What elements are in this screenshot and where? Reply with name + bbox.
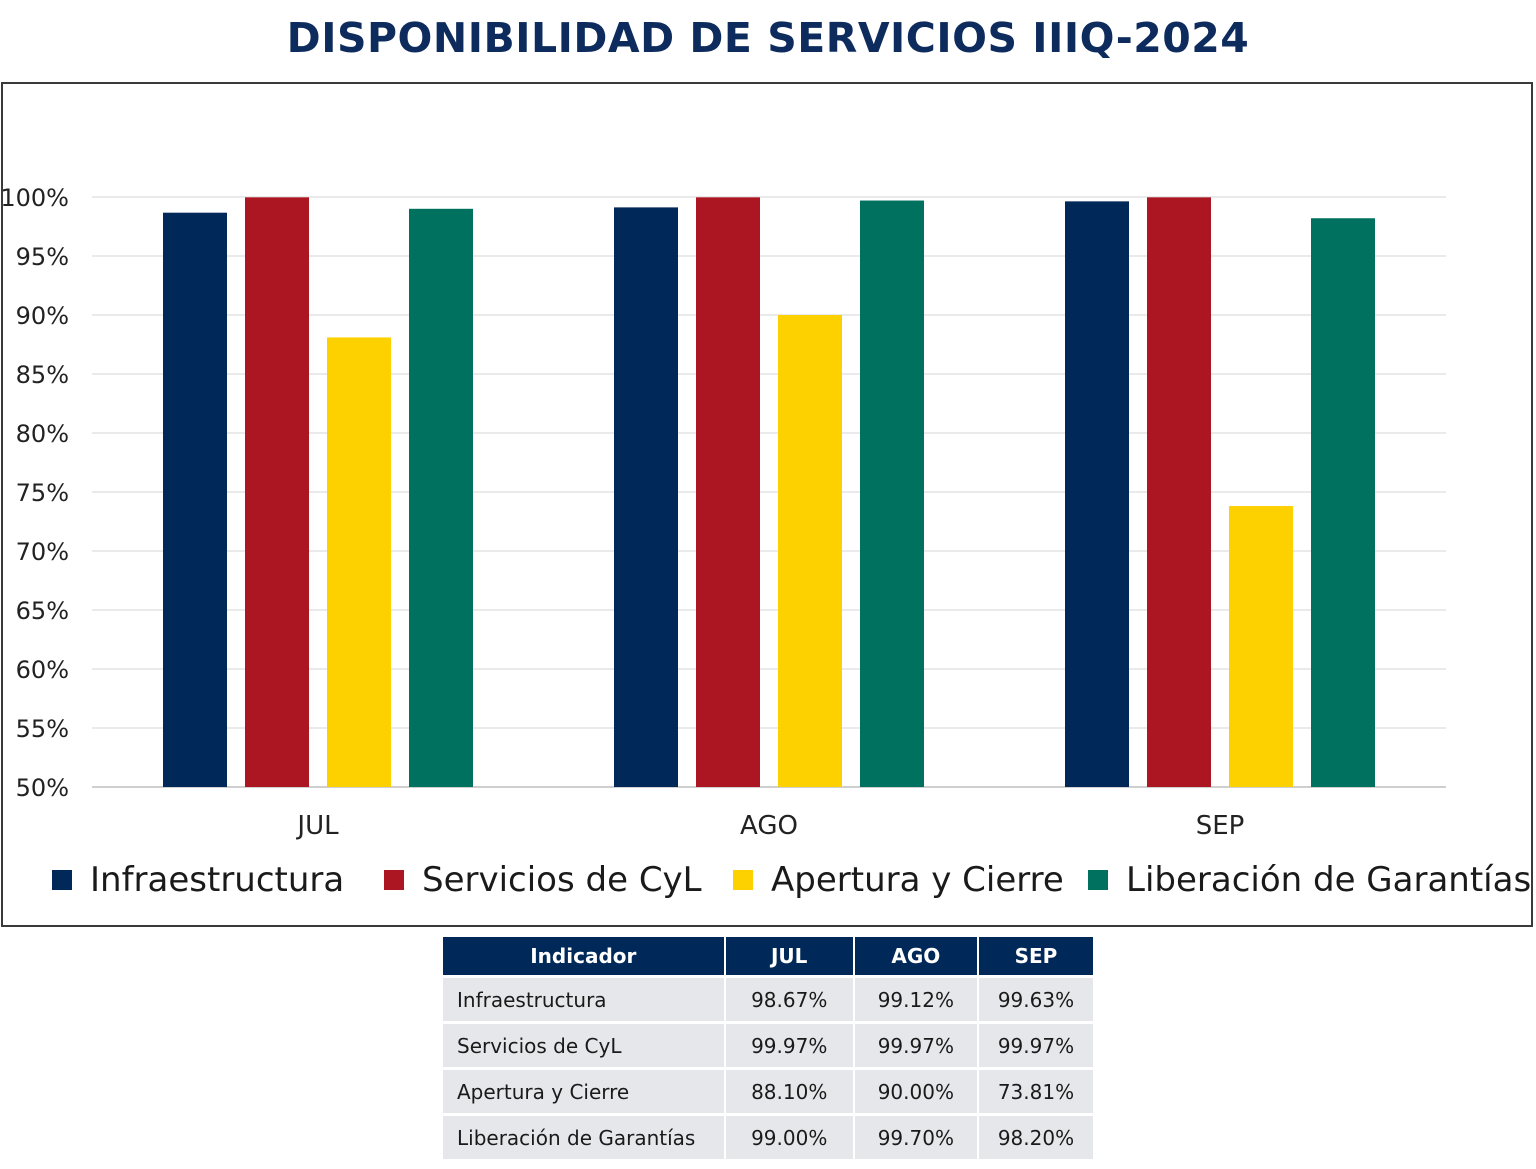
legend-swatch [384,870,404,890]
legend-swatch [1088,870,1108,890]
table-header-cell: AGO [854,937,977,975]
bar-sep-3 [1311,218,1375,788]
table-header-cell: SEP [978,937,1093,975]
legend-label: Infraestructura [90,860,345,900]
table-header-cell: JUL [725,937,853,975]
legend-item-infraestructura: Infraestructura [52,850,344,910]
bar-sep-1 [1147,197,1211,787]
legend-label: Liberación de Garantías [1126,860,1532,900]
y-tick-label: 75% [16,479,69,507]
y-tick-label: 55% [16,715,69,743]
table-cell: 73.81% [978,1070,1093,1113]
table-cell: Infraestructura [443,978,724,1021]
table-cell: Liberación de Garantías [443,1116,724,1159]
y-tick-label: 85% [16,361,69,389]
table-header-row: Indicador JUL AGO SEP [443,937,1093,975]
table-cell: Servicios de CyL [443,1024,724,1067]
table-cell: 99.70% [854,1116,977,1159]
x-tick-label: SEP [1196,811,1245,841]
legend-item-servicios: Servicios de CyL [384,850,702,910]
bar-ago-3 [860,200,924,788]
bar-jul-2 [327,337,391,787]
y-tick-label: 70% [16,538,69,566]
x-tick-label: AGO [740,811,798,841]
legend-swatch [52,870,72,890]
table-cell: 99.00% [725,1116,853,1159]
bar-sep-0 [1065,201,1129,788]
legend-label: Apertura y Cierre [771,860,1064,900]
table-cell: 90.00% [854,1070,977,1113]
bar-jul-1 [245,197,309,787]
table-cell: 99.12% [854,978,977,1021]
bar-sep-2 [1229,506,1293,787]
table-cell: 99.63% [978,978,1093,1021]
bar-ago-2 [778,315,842,787]
bar-jul-0 [163,212,227,788]
bar-ago-1 [696,197,760,787]
table-row: Infraestructura 98.67% 99.12% 99.63% [443,978,1093,1021]
table-row: Apertura y Cierre 88.10% 90.00% 73.81% [443,1070,1093,1113]
y-tick-label: 80% [16,420,69,448]
table-cell: 99.97% [725,1024,853,1067]
chart-title: DISPONIBILIDAD DE SERVICIOS IIIQ-2024 [286,14,1250,62]
data-table: Indicador JUL AGO SEP Infraestructura 98… [441,934,1095,1162]
table-cell: 88.10% [725,1070,853,1113]
table-cell: Apertura y Cierre [443,1070,724,1113]
y-tick-label: 100% [0,184,69,212]
table-row: Servicios de CyL 99.97% 99.97% 99.97% [443,1024,1093,1067]
bar-chart: 50% 55% 60% 65% 70% 75% 80% 85% 90% 95% 100% JUL AGO… [0,184,1446,841]
table-cell: 99.97% [978,1024,1093,1067]
chart-legend: Infraestructura Servicios de CyL Apertur… [0,850,1536,910]
y-tick-label: 90% [16,302,69,330]
table-header-cell: Indicador [443,937,724,975]
bar-jul-3 [409,208,473,788]
legend-swatch [733,870,753,890]
y-tick-label: 95% [16,243,69,271]
x-tick-label: JUL [295,811,339,841]
y-tick-label: 50% [16,774,69,802]
table-cell: 98.67% [725,978,853,1021]
table-cell: 99.97% [854,1024,977,1067]
legend-item-apertura: Apertura y Cierre [733,850,1064,910]
legend-item-liberacion: Liberación de Garantías [1088,850,1531,910]
table-row: Liberación de Garantías 99.00% 99.70% 98… [443,1116,1093,1159]
legend-label: Servicios de CyL [422,860,702,900]
table-cell: 98.20% [978,1116,1093,1159]
y-tick-label: 60% [16,656,69,684]
y-tick-label: 65% [16,597,69,625]
bar-ago-0 [614,207,678,787]
